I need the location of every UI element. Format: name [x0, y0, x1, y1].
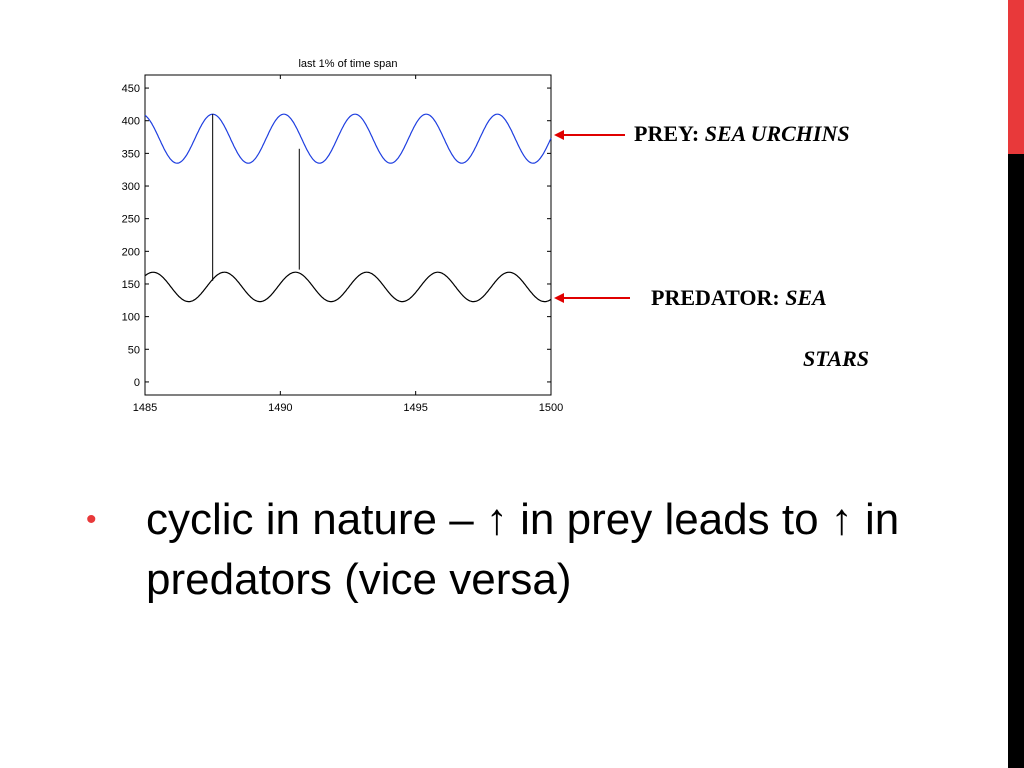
accent-bar-black [1008, 154, 1024, 768]
x-tick-label: 1495 [403, 402, 427, 414]
prey-series-line [144, 113, 552, 164]
series-group [144, 113, 552, 303]
axis-ticks: 0 50 100 150 200 250 300 350 400 450 1485 1490 1495 1… [122, 75, 563, 414]
y-tick-label: 300 [122, 181, 140, 193]
predator-series-line [144, 271, 552, 303]
y-tick-label: 250 [122, 214, 140, 226]
predator-label-species: SEA [785, 285, 827, 310]
accent-bar-red [1008, 0, 1024, 154]
prey-label: PREY: SEA URCHINS [634, 121, 850, 147]
y-tick-label: 100 [122, 312, 140, 324]
annotation-lines [212, 114, 300, 281]
y-tick-label: 200 [122, 246, 140, 258]
y-tick-label: 0 [134, 377, 140, 389]
x-tick-label: 1500 [539, 402, 563, 414]
prey-label-prefix: PREY: [634, 121, 705, 146]
chart-title: last 1% of time span [298, 58, 397, 70]
predator-arrow [554, 293, 630, 303]
y-tick-label: 150 [122, 279, 140, 291]
predator-label-line2: STARS [803, 346, 869, 372]
predator-label: PREDATOR: SEA [651, 285, 827, 311]
bullet-text: cyclic in nature – ↑ in prey leads to ↑ … [146, 495, 900, 604]
y-tick-label: 400 [122, 116, 140, 128]
x-tick-label: 1485 [133, 402, 157, 414]
predator-label-species-2: STARS [803, 346, 870, 371]
y-tick-label: 50 [128, 344, 140, 356]
y-tick-label: 450 [122, 83, 140, 95]
prey-arrow [554, 130, 625, 140]
predator-label-prefix: PREDATOR: [651, 285, 786, 310]
prey-label-species: SEA URCHINS [704, 121, 850, 146]
bullet-marker: • [86, 503, 97, 536]
x-tick-label: 1490 [268, 402, 292, 414]
y-tick-label: 350 [122, 148, 140, 160]
plot-frame [144, 74, 552, 396]
predator-prey-chart: last 1% of time span 0 50 100 150 200 250 300 3… [122, 58, 564, 414]
